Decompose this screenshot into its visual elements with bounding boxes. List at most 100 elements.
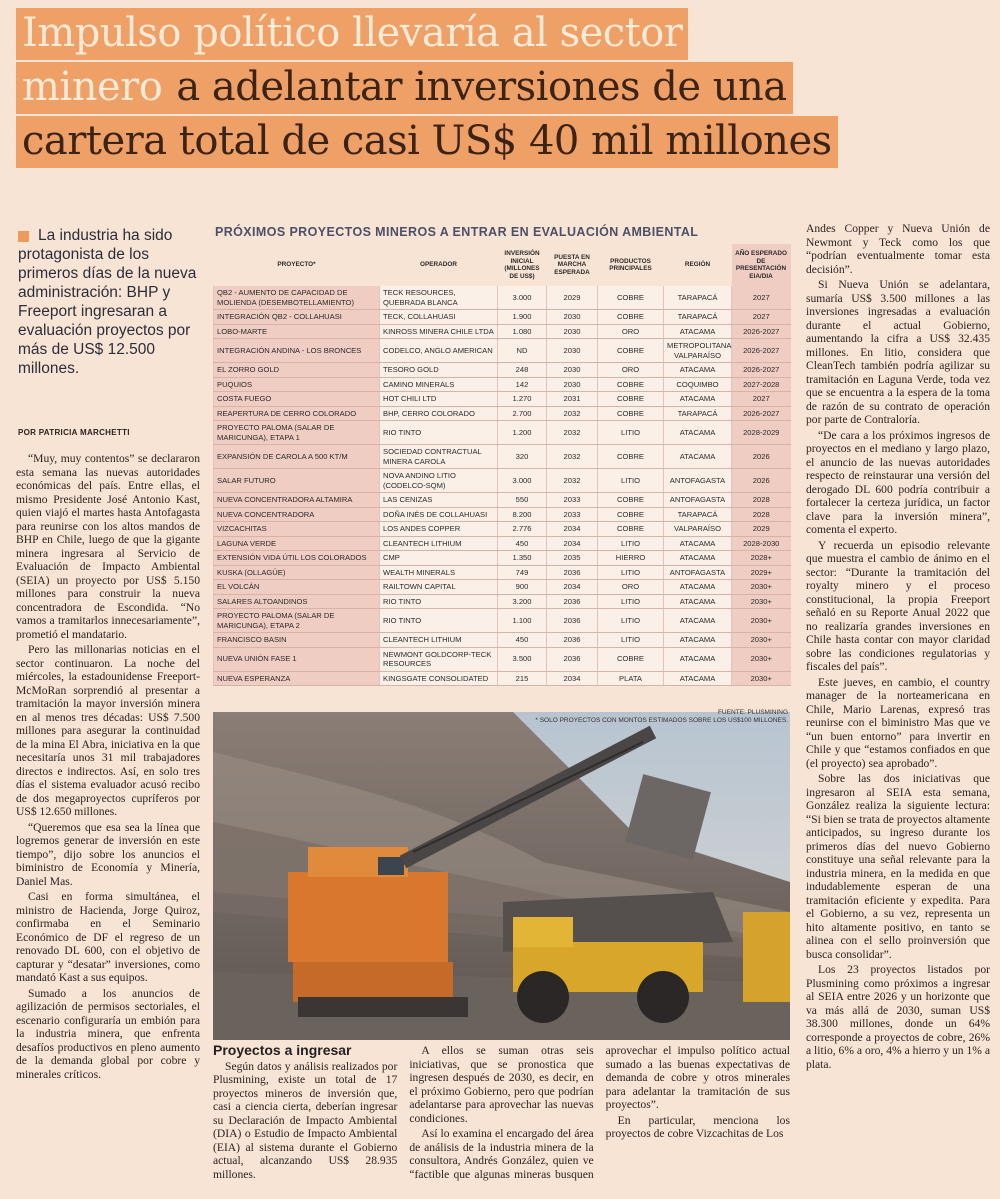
table-cell: LAGUNA VERDE [213, 536, 380, 551]
table-cell: 2034 [546, 536, 598, 551]
column-header: REGIÓN [684, 261, 711, 269]
photo [213, 712, 790, 1040]
table-row: EXPANSIÓN DE CAROLA A 500 KT/M SOCIEDAD C… [213, 444, 791, 469]
table-row: FRANCISCO BASIN CLEANTECH LITHIUM 450 2036 L… [213, 632, 791, 648]
table-cell: ATACAMA [663, 671, 732, 686]
table-row: PROYECTO PALOMA (SALAR DE MARICUNGA), ET… [213, 608, 791, 633]
table-cell: 2032 [546, 444, 598, 469]
table-cell: 450 [497, 632, 547, 648]
column-header: INVERSIÓN INICIAL (MILLONES DE US$) [504, 250, 540, 280]
table-cell: ATACAMA [663, 647, 732, 672]
table-row: COSTA FUEGO HOT CHILI LTD 1.270 2031 COBRE AT… [213, 391, 791, 407]
table-row: EL ZORRO GOLD TESORO GOLD 248 2030 ORO ATACAM… [213, 362, 791, 378]
table-cell: VALPARAÍSO [663, 521, 732, 537]
table-cell: RIO TINTO [379, 420, 498, 445]
table-cell: LITIO [597, 632, 664, 648]
table-cell: 2026-2027 [731, 362, 791, 378]
table-cell: COBRE [597, 647, 664, 672]
table-cell: COBRE [597, 338, 664, 363]
table-cell: LAS CENIZAS [379, 492, 498, 508]
table-row: KUSKA (OLLAGÜE) WEALTH MINERALS 749 2036 LIT… [213, 565, 791, 580]
table-cell: ANTOFAGASTA [663, 565, 732, 580]
table-row: NUEVA CONCENTRADORA DOÑA INÉS DE COLLAHUA… [213, 507, 791, 522]
table-cell: NUEVA ESPERANZA [213, 671, 380, 686]
table-cell: COBRE [597, 492, 664, 508]
table-cell: 2030 [546, 377, 598, 392]
table-body: QB2 - AUMENTO DE CAPACIDAD DE MOLIENDA (… [213, 286, 791, 686]
table-row: REAPERTURA DE CERRO COLORADO BHP, CERRO C… [213, 406, 791, 421]
table-cell: ATACAMA [663, 550, 732, 566]
table-cell: CMP [379, 550, 498, 566]
table-cell: TARAPACÁ [663, 309, 732, 325]
table-cell: VIZCACHITAS [213, 521, 380, 537]
subtitle: Proyectos a ingresar [213, 1042, 352, 1058]
table-cell: 2028 [731, 507, 791, 522]
table-cell: 2027 [731, 286, 791, 310]
table-row: NUEVA CONCENTRADORA ALTAMIRA LAS CENIZAS 5… [213, 492, 791, 508]
paragraph: Sobre las dos iniciativas que ingresaron… [806, 772, 990, 961]
table-cell: COBRE [597, 444, 664, 469]
note: * SOLO PROYECTOS CON MONTOS ESTIMADOS SO… [535, 717, 788, 724]
table-cell: BHP, CERRO COLORADO [379, 406, 498, 421]
table-cell: 2027 [731, 309, 791, 325]
table-cell: KINGSGATE CONSOLIDATED [379, 671, 498, 686]
table-row: SALARES ALTOANDINOS RIO TINTO 3.200 2036 LIT… [213, 594, 791, 609]
table-cell: ATACAMA [663, 608, 732, 633]
table-cell: 2030 [546, 309, 598, 325]
table-cell: 2036 [546, 647, 598, 672]
table-row: INTEGRACIÓN QB2 - COLLAHUASI TECK, COLLAH… [213, 309, 791, 325]
table-cell: TECK RESOURCES, QUEBRADA BLANCA [379, 286, 498, 310]
table-cell: 3.500 [497, 647, 547, 672]
table-cell: EL VOLCÁN [213, 579, 380, 595]
table-cell: 2029+ [731, 565, 791, 580]
headline-line: Impulso político llevaría al sector [16, 8, 689, 60]
table-cell: FRANCISCO BASIN [213, 632, 380, 648]
table-cell: COBRE [597, 309, 664, 325]
source: FUENTE: PLUSMINING [717, 709, 788, 716]
table-cell: ORO [597, 362, 664, 378]
table-cell: QB2 - AUMENTO DE CAPACIDAD DE MOLIENDA (… [213, 286, 380, 310]
table-cell: ORO [597, 579, 664, 595]
table-cell: 2036 [546, 608, 598, 633]
table-cell: 2036 [546, 565, 598, 580]
table-cell: LITIO [597, 420, 664, 445]
table: PROYECTO* OPERADOR INVERSIÓN INICIAL (MILL… [213, 244, 791, 686]
paragraph: “De cara a los próximos ingresos de proy… [806, 428, 990, 537]
table-cell: 2031 [546, 391, 598, 407]
table-cell: ANTOFAGASTA [663, 468, 732, 493]
table-cell: 2033 [546, 507, 598, 522]
table-cell: 550 [497, 492, 547, 508]
table-cell: 1.900 [497, 309, 547, 325]
table-cell: 2030+ [731, 671, 791, 686]
table-cell: COBRE [597, 406, 664, 421]
table-cell: 3.000 [497, 468, 547, 493]
column-header: OPERADOR [420, 261, 457, 269]
table-cell: LOBO-MARTE [213, 324, 380, 339]
table-cell: 2030+ [731, 632, 791, 648]
table-cell: ATACAMA [663, 324, 732, 339]
table-cell: 2030+ [731, 608, 791, 633]
table-cell: 2029 [731, 521, 791, 537]
table-cell: LITIO [597, 536, 664, 551]
table-cell: 2027-2028 [731, 377, 791, 392]
paragraph: Así lo examina el encargado del área de … [409, 1044, 790, 1181]
column-header: PRODUCTOS PRINCIPALES [609, 257, 652, 273]
table-cell: 2026 [731, 468, 791, 493]
table-cell: 2029 [546, 286, 598, 310]
table-cell: 749 [497, 565, 547, 580]
table-cell: 2.776 [497, 521, 547, 537]
table-cell: 2030+ [731, 647, 791, 672]
table-cell: PROYECTO PALOMA (SALAR DE MARICUNGA), ET… [213, 420, 380, 445]
table-cell: 2030 [546, 338, 598, 363]
paragraph: En particular, menciona los proyectos de… [605, 1113, 790, 1141]
table-cell: SALARES ALTOANDINOS [213, 594, 380, 609]
table-row: INTEGRACIÓN ANDINA - LOS BRONCES CODELCO,… [213, 338, 791, 363]
headline-text: minero [16, 62, 169, 114]
column-header: PROYECTO* [277, 261, 316, 269]
paragraph: Casi en forma simultánea, el ministro de… [16, 890, 200, 984]
table-cell: HIERRO [597, 550, 664, 566]
table-cell: 1.080 [497, 324, 547, 339]
table-cell: ATACAMA [663, 536, 732, 551]
headline-line: minero a adelantar inversiones de una [16, 62, 793, 114]
